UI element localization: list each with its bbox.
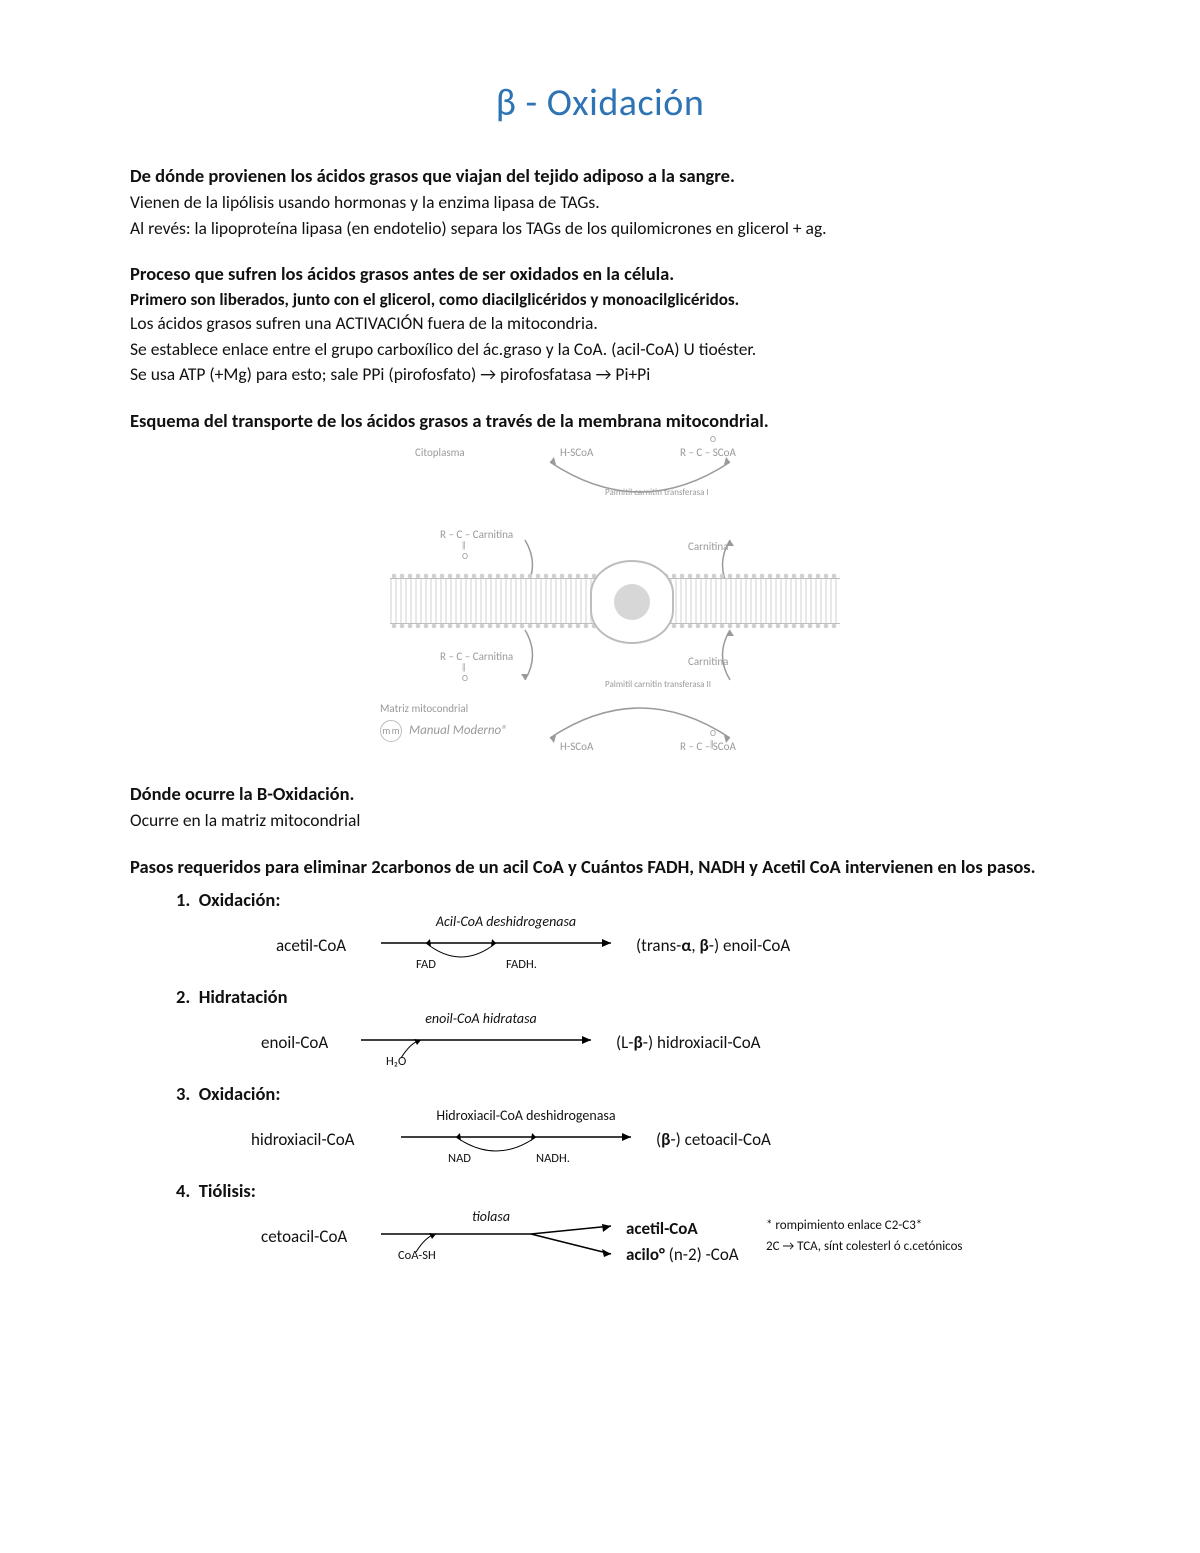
label-o: O — [710, 434, 716, 445]
step-1-title: 1. Oxidación: — [176, 888, 1070, 911]
step-2-title: 2. Hidratación — [176, 985, 1070, 1008]
label-transferasa1: Palmitil carnitin transferasa I — [605, 488, 709, 497]
cofactor-in: H₂O — [386, 1054, 406, 1069]
heading: Proceso que sufren los ácidos grasos ant… — [130, 262, 1070, 287]
label-citoplasma: Citoplasma — [415, 446, 465, 459]
arrow-icon — [401, 1117, 641, 1157]
product: (trans-α, β-) enoil-CoA — [636, 935, 790, 956]
cofactor-in: FAD — [416, 957, 436, 972]
substrate: enoil-CoA — [261, 1032, 328, 1053]
paragraph-bold: Primero son liberados, junto con el glic… — [130, 289, 1070, 310]
pore-icon — [590, 560, 674, 644]
paragraph: Ocurre en la matriz mitocondrial — [130, 809, 1070, 833]
paragraph: Al revés: la lipoproteína lipasa (en end… — [130, 217, 1070, 241]
heading: Esquema del transporte de los ácidos gra… — [130, 409, 1070, 434]
step-3-title: 3. Oxidación: — [176, 1082, 1070, 1105]
heading: Pasos requeridos para eliminar 2carbonos… — [130, 855, 1070, 880]
arc-icon — [530, 452, 750, 512]
section-donde: Dónde ocurre la B-Oxidación. Ocurre en l… — [130, 782, 1070, 833]
down-arrow-icon — [510, 625, 540, 685]
section-proceso: Proceso que sufren los ácidos grasos ant… — [130, 262, 1070, 387]
reaction-2: enoil-CoA enoil-CoA hidratasa H₂O (L-β-)… — [206, 1010, 926, 1074]
page: β - Oxidación De dónde provienen los áci… — [0, 0, 1200, 1553]
heading: Dónde ocurre la B-Oxidación. — [130, 782, 1070, 807]
label-o-b: O‖ — [710, 728, 716, 750]
product: (β-) cetoacil-CoA — [656, 1129, 771, 1150]
label-rc-carnitina: R – C – Carnitina — [440, 528, 513, 541]
product: (L-β-) hidroxiacil-CoA — [616, 1032, 761, 1053]
label-matriz: Matriz mitocondrial — [380, 702, 468, 715]
substrate: hidroxiacil-CoA — [251, 1129, 355, 1150]
substrate: acetil-CoA — [276, 935, 346, 956]
label-rc-carnitina-b: R – C – Carnitina — [440, 650, 513, 663]
section-esquema: Esquema del transporte de los ácidos gra… — [130, 409, 1070, 760]
cofactor-out: FADH. — [506, 957, 537, 972]
product-1: acetil-CoA — [626, 1218, 698, 1239]
mm-circle-icon: m m — [380, 720, 402, 742]
label-hscoa-b: H-SCoA — [560, 740, 593, 753]
reaction-4: cetoacil-CoA tiolasa CoA-SH acetil-CoA a… — [206, 1204, 926, 1284]
cofactor-in: NAD — [448, 1151, 471, 1166]
note: 2C → TCA, sínt colesterl ó c.cetónicos — [766, 1239, 1016, 1254]
substrate: cetoacil-CoA — [261, 1226, 347, 1247]
paragraph: Vienen de la lipólisis usando hormonas y… — [130, 191, 1070, 215]
transport-diagram: Citoplasma H-SCoA O R – C – SCoA Palmiti… — [320, 440, 880, 760]
reaction-3: hidroxiacil-CoA Hidroxiacil-CoA deshidro… — [206, 1107, 926, 1171]
paragraph: Se usa ATP (+Mg) para esto; sale PPi (pi… — [130, 363, 1070, 387]
reaction-1: acetil-CoA Acil-CoA deshidrogenasa FAD F… — [206, 913, 926, 977]
label-rcscoa-b: R – C – SCoA — [680, 740, 736, 753]
heading: De dónde provienen los ácidos grasos que… — [130, 164, 1070, 189]
paragraph: Los ácidos grasos sufren una ACTIVACIÓN … — [130, 312, 1070, 336]
page-title: β - Oxidación — [130, 80, 1070, 126]
product-2: acilo° (n-2) -CoA — [626, 1244, 739, 1265]
section-pasos: Pasos requeridos para eliminar 2carbonos… — [130, 855, 1070, 1284]
manual-moderno-logo: m m Manual Moderno® — [380, 720, 508, 742]
section-origen: De dónde provienen los ácidos grasos que… — [130, 164, 1070, 240]
step-4-notes: * rompimiento enlace C2-C3* 2C → TCA, sí… — [766, 1218, 1016, 1254]
step-4-title: 4. Tiólisis: — [176, 1179, 1070, 1202]
cofactor-in: CoA-SH — [398, 1248, 436, 1263]
cofactor-out: NADH. — [536, 1151, 570, 1166]
note: * rompimiento enlace C2-C3* — [766, 1218, 1016, 1233]
branch-arrow-icon — [381, 1216, 621, 1276]
paragraph: Se establece enlace entre el grupo carbo… — [130, 338, 1070, 362]
up-arrow-icon — [715, 625, 745, 685]
arc-icon — [530, 688, 750, 748]
